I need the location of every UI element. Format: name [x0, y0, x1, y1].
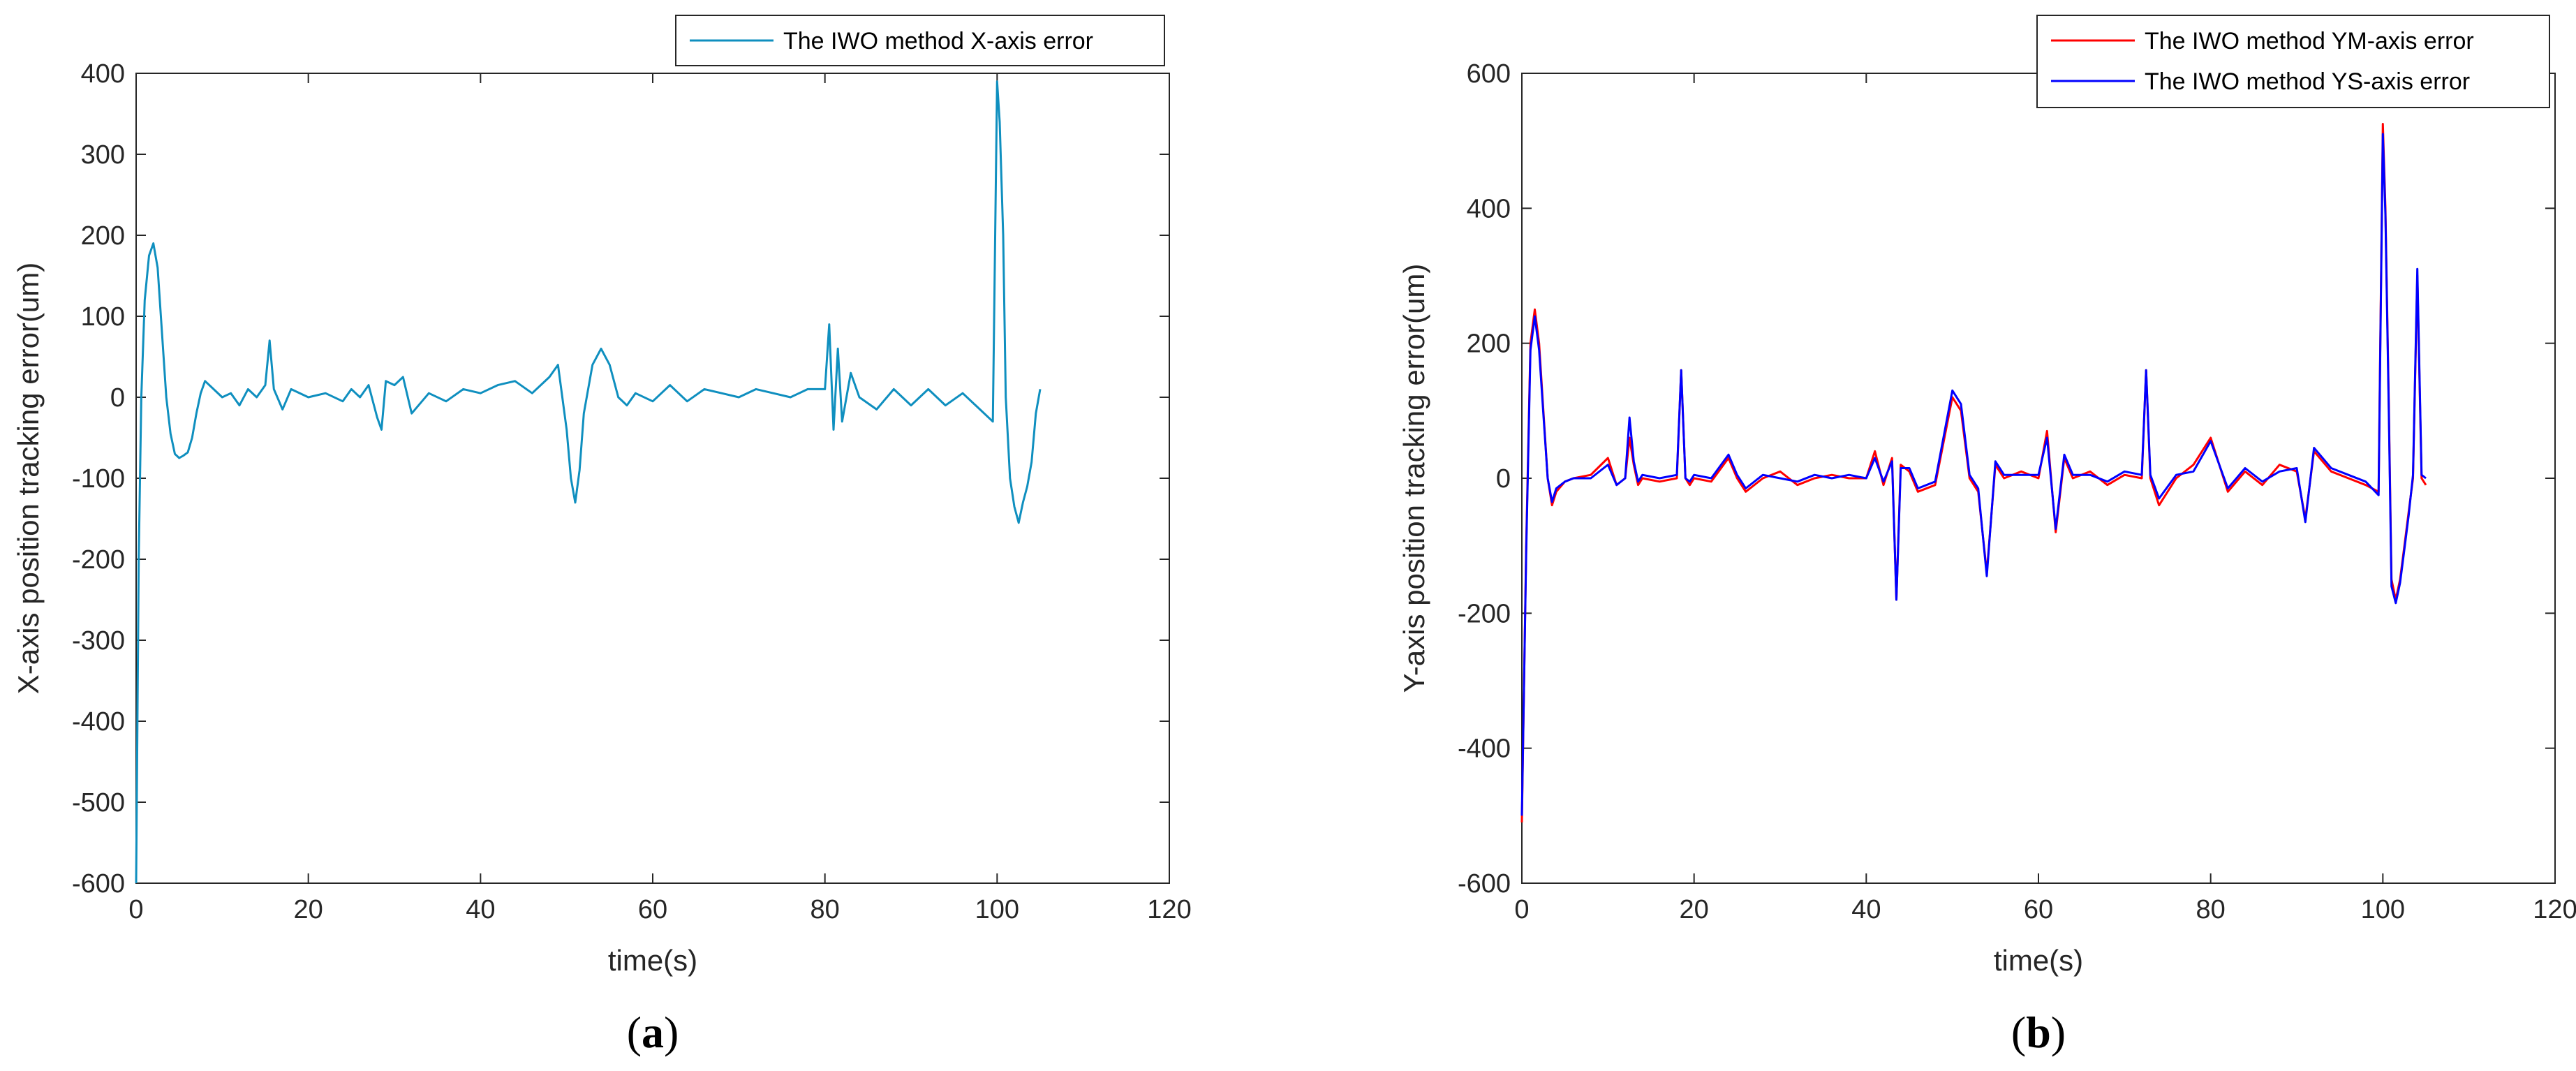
x-tick-label: 100 — [2361, 895, 2405, 924]
legend-box-b — [2036, 15, 2550, 108]
x-tick-label: 80 — [2196, 895, 2226, 924]
series-group-b — [1520, 123, 2427, 823]
x-tick-label: 100 — [975, 895, 1019, 924]
x-tick-label: 80 — [810, 895, 840, 924]
y-tick-label: -400 — [72, 707, 125, 737]
y-tick-label: 200 — [81, 221, 125, 251]
legend-a: The IWO method X-axis error — [675, 15, 1165, 66]
series-line-the-iwo-method-x-axis-error — [135, 80, 1042, 884]
y-tick-label: -500 — [72, 788, 125, 818]
x-tick-label: 20 — [294, 895, 323, 924]
y-tick-label: 0 — [110, 383, 125, 413]
y-tick-label: -600 — [1458, 869, 1511, 899]
legend-label-ym-axis-error: The IWO method YM-axis error — [2145, 28, 2474, 54]
series-line-the-iwo-method-ys-axis-error — [1520, 133, 2427, 816]
x-tick-label: 40 — [1851, 895, 1881, 924]
y-tick-label: -200 — [1458, 599, 1511, 628]
legend-label-x-axis-error: The IWO method X-axis error — [783, 28, 1093, 54]
y-tick-label: -600 — [72, 869, 125, 899]
panel-label-a: (a) — [627, 1007, 679, 1057]
y-tick-label: 300 — [81, 140, 125, 170]
panel-label-b-letter: b — [2026, 1007, 2051, 1057]
y-tick-label: -100 — [72, 464, 125, 494]
y-tick-label: 200 — [1467, 330, 1511, 359]
plot-area-a — [135, 73, 1170, 884]
legend-label-ys-axis-error: The IWO method YS-axis error — [2145, 68, 2470, 95]
panel-label-b: (b) — [2011, 1007, 2066, 1057]
tick-labels-a: 0 20 40 60 80 100 120 -600 -500 -400 -300 -200 -100 0… — [72, 59, 1192, 924]
y-axis-label-b: Y-axis position tracking error(um) — [1398, 264, 1430, 693]
panel-label-a-letter: a — [642, 1007, 664, 1057]
y-tick-label: 400 — [1467, 194, 1511, 223]
chart-panel-b: 0 20 40 60 80 100 120 -600 -400 -200 0 200 400 600 ti… — [1398, 15, 2576, 1057]
series-group-a — [135, 80, 1042, 884]
y-tick-label: 600 — [1467, 59, 1511, 89]
legend-b: The IWO method YM-axis error The IWO met… — [2036, 15, 2550, 108]
series-line-the-iwo-method-ym-axis-error — [1520, 123, 2427, 823]
panel-label-a-open: ( — [627, 1007, 642, 1057]
chart-panel-a: 0 20 40 60 80 100 120 -600 -500 -400 -300 -200 -100 0… — [12, 15, 1192, 1057]
y-tick-label: -300 — [72, 626, 125, 656]
x-axis-label-b: time(s) — [1994, 944, 2083, 977]
x-tick-label: 40 — [466, 895, 495, 924]
x-tick-label: 120 — [1147, 895, 1191, 924]
x-tick-label: 0 — [1514, 895, 1529, 924]
panel-label-b-open: ( — [2011, 1007, 2026, 1057]
x-tick-label: 120 — [2533, 895, 2576, 924]
y-tick-label: 100 — [81, 302, 125, 332]
y-tick-label: -400 — [1458, 734, 1511, 764]
y-axis-label-a: X-axis position tracking error(um) — [12, 263, 45, 695]
x-tick-label: 0 — [128, 895, 143, 924]
panel-label-a-close: ) — [664, 1007, 679, 1057]
y-tick-label: -200 — [72, 545, 125, 575]
x-tick-label: 60 — [2024, 895, 2053, 924]
panel-label-b-close: ) — [2051, 1007, 2066, 1057]
x-tick-label: 60 — [638, 895, 667, 924]
y-tick-label: 0 — [1496, 464, 1511, 494]
x-axis-label-a: time(s) — [608, 944, 697, 977]
tick-labels-b: 0 20 40 60 80 100 120 -600 -400 -200 0 200 400 600 — [1458, 59, 2576, 924]
x-tick-label: 20 — [1680, 895, 1709, 924]
y-tick-label: 400 — [81, 59, 125, 89]
